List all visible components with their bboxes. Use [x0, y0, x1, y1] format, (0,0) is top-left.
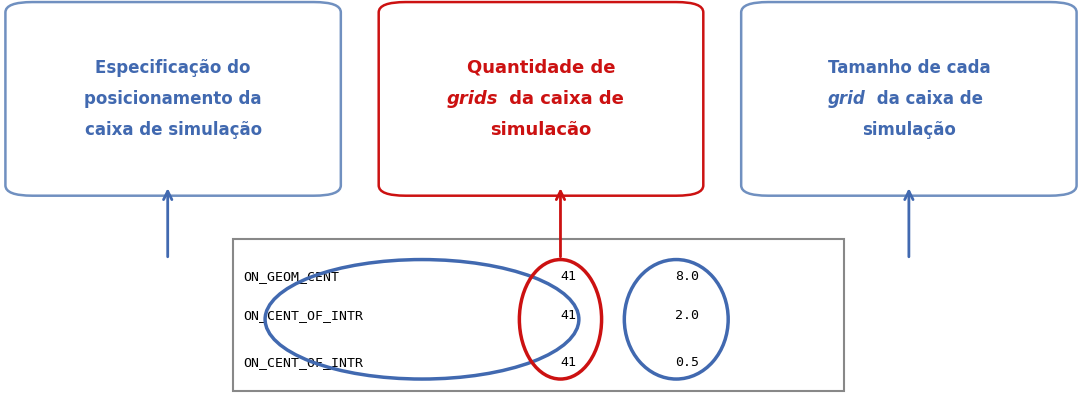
Text: 41: 41 [560, 356, 576, 369]
Text: 2.0: 2.0 [675, 309, 699, 322]
Text: ON_GEOM_CENT: ON_GEOM_CENT [243, 269, 340, 283]
FancyBboxPatch shape [379, 2, 703, 196]
Text: simulacão: simulacão [490, 121, 592, 139]
Text: da caixa de: da caixa de [871, 90, 984, 108]
FancyBboxPatch shape [5, 2, 341, 196]
Text: ON_CENT_OF_INTR: ON_CENT_OF_INTR [243, 309, 364, 322]
Text: Especificação do: Especificação do [95, 59, 251, 77]
Text: da caixa de: da caixa de [503, 90, 624, 108]
FancyBboxPatch shape [741, 2, 1077, 196]
Text: grid: grid [828, 90, 866, 108]
Text: 41: 41 [560, 269, 576, 283]
Text: posicionamento da: posicionamento da [84, 90, 262, 108]
Text: simulação: simulação [862, 121, 955, 139]
Text: 8.0: 8.0 [675, 269, 699, 283]
Text: grids: grids [446, 90, 498, 108]
Text: ON_CENT_OF_INTR: ON_CENT_OF_INTR [243, 356, 364, 369]
Text: 41: 41 [560, 309, 576, 322]
Bar [233, 239, 844, 391]
Text: Quantidade de: Quantidade de [466, 59, 616, 77]
Text: caixa de simulação: caixa de simulação [84, 121, 262, 139]
Text: 0.5: 0.5 [675, 356, 699, 369]
Text: Tamanho de cada: Tamanho de cada [828, 59, 990, 77]
